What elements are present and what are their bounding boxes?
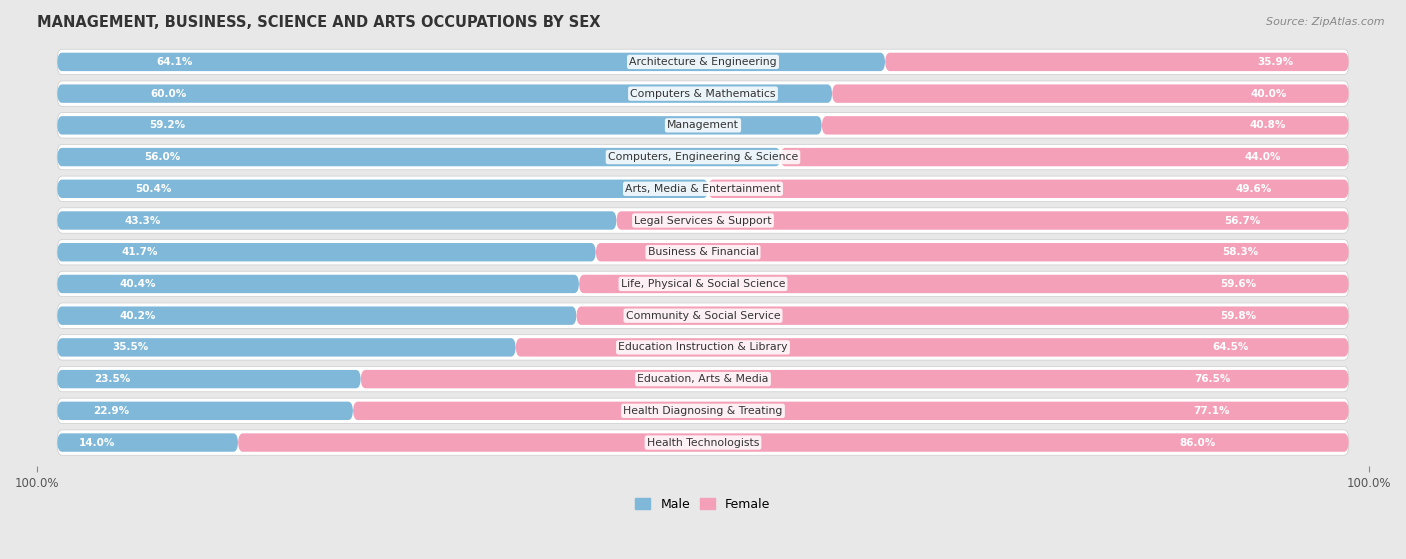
FancyBboxPatch shape <box>58 148 780 166</box>
Text: Arts, Media & Entertainment: Arts, Media & Entertainment <box>626 184 780 194</box>
FancyBboxPatch shape <box>58 113 1348 138</box>
FancyBboxPatch shape <box>238 433 1348 452</box>
FancyBboxPatch shape <box>58 208 1348 233</box>
FancyBboxPatch shape <box>58 433 238 452</box>
Text: Health Diagnosing & Treating: Health Diagnosing & Treating <box>623 406 783 416</box>
FancyBboxPatch shape <box>58 306 576 325</box>
Text: Education Instruction & Library: Education Instruction & Library <box>619 343 787 352</box>
FancyBboxPatch shape <box>58 275 579 293</box>
FancyBboxPatch shape <box>596 243 1348 262</box>
FancyBboxPatch shape <box>58 49 1348 74</box>
Text: 40.2%: 40.2% <box>120 311 156 321</box>
Text: 64.5%: 64.5% <box>1212 343 1249 352</box>
Text: 59.2%: 59.2% <box>149 120 186 130</box>
FancyBboxPatch shape <box>58 398 1348 424</box>
Text: Health Technologists: Health Technologists <box>647 438 759 448</box>
FancyBboxPatch shape <box>780 148 1348 166</box>
FancyBboxPatch shape <box>58 366 1348 392</box>
FancyBboxPatch shape <box>58 243 596 262</box>
FancyBboxPatch shape <box>58 179 709 198</box>
Text: 23.5%: 23.5% <box>94 374 129 384</box>
FancyBboxPatch shape <box>58 81 1348 106</box>
FancyBboxPatch shape <box>516 338 1348 357</box>
Text: 40.4%: 40.4% <box>120 279 156 289</box>
FancyBboxPatch shape <box>58 176 1348 201</box>
FancyBboxPatch shape <box>58 271 1348 297</box>
Text: Computers & Mathematics: Computers & Mathematics <box>630 89 776 98</box>
Text: 56.0%: 56.0% <box>143 152 180 162</box>
FancyBboxPatch shape <box>58 303 1348 328</box>
Text: Community & Social Service: Community & Social Service <box>626 311 780 321</box>
Text: 41.7%: 41.7% <box>122 247 159 257</box>
Text: 35.9%: 35.9% <box>1257 57 1294 67</box>
Text: Architecture & Engineering: Architecture & Engineering <box>630 57 776 67</box>
FancyBboxPatch shape <box>58 370 361 389</box>
Text: Business & Financial: Business & Financial <box>648 247 758 257</box>
Text: 14.0%: 14.0% <box>79 438 115 448</box>
FancyBboxPatch shape <box>58 401 353 420</box>
Text: 58.3%: 58.3% <box>1222 247 1258 257</box>
Text: 43.3%: 43.3% <box>124 216 160 225</box>
FancyBboxPatch shape <box>58 211 616 230</box>
FancyBboxPatch shape <box>576 306 1348 325</box>
Text: 86.0%: 86.0% <box>1180 438 1216 448</box>
FancyBboxPatch shape <box>58 240 1348 265</box>
FancyBboxPatch shape <box>823 116 1348 135</box>
FancyBboxPatch shape <box>58 338 516 357</box>
FancyBboxPatch shape <box>58 430 1348 455</box>
Text: Legal Services & Support: Legal Services & Support <box>634 216 772 225</box>
Text: Life, Physical & Social Science: Life, Physical & Social Science <box>621 279 785 289</box>
FancyBboxPatch shape <box>58 116 823 135</box>
FancyBboxPatch shape <box>353 401 1348 420</box>
Text: 44.0%: 44.0% <box>1244 152 1281 162</box>
FancyBboxPatch shape <box>58 53 886 71</box>
Text: Computers, Engineering & Science: Computers, Engineering & Science <box>607 152 799 162</box>
Text: 49.6%: 49.6% <box>1236 184 1272 194</box>
FancyBboxPatch shape <box>579 275 1348 293</box>
FancyBboxPatch shape <box>886 53 1348 71</box>
Text: 50.4%: 50.4% <box>135 184 172 194</box>
Text: 64.1%: 64.1% <box>156 57 193 67</box>
FancyBboxPatch shape <box>58 335 1348 360</box>
Text: 40.0%: 40.0% <box>1250 89 1286 98</box>
Text: 60.0%: 60.0% <box>150 89 187 98</box>
Legend: Male, Female: Male, Female <box>630 493 776 516</box>
FancyBboxPatch shape <box>361 370 1348 389</box>
Text: 22.9%: 22.9% <box>93 406 129 416</box>
Text: 40.8%: 40.8% <box>1249 120 1285 130</box>
FancyBboxPatch shape <box>832 84 1348 103</box>
FancyBboxPatch shape <box>709 179 1348 198</box>
FancyBboxPatch shape <box>58 144 1348 170</box>
Text: 56.7%: 56.7% <box>1225 216 1261 225</box>
Text: Source: ZipAtlas.com: Source: ZipAtlas.com <box>1267 17 1385 27</box>
Text: 59.6%: 59.6% <box>1220 279 1257 289</box>
Text: MANAGEMENT, BUSINESS, SCIENCE AND ARTS OCCUPATIONS BY SEX: MANAGEMENT, BUSINESS, SCIENCE AND ARTS O… <box>37 15 600 30</box>
Text: 59.8%: 59.8% <box>1220 311 1256 321</box>
Text: Management: Management <box>666 120 740 130</box>
FancyBboxPatch shape <box>616 211 1348 230</box>
Text: 76.5%: 76.5% <box>1194 374 1230 384</box>
FancyBboxPatch shape <box>58 84 832 103</box>
Text: 77.1%: 77.1% <box>1192 406 1229 416</box>
Text: 35.5%: 35.5% <box>112 343 149 352</box>
Text: Education, Arts & Media: Education, Arts & Media <box>637 374 769 384</box>
